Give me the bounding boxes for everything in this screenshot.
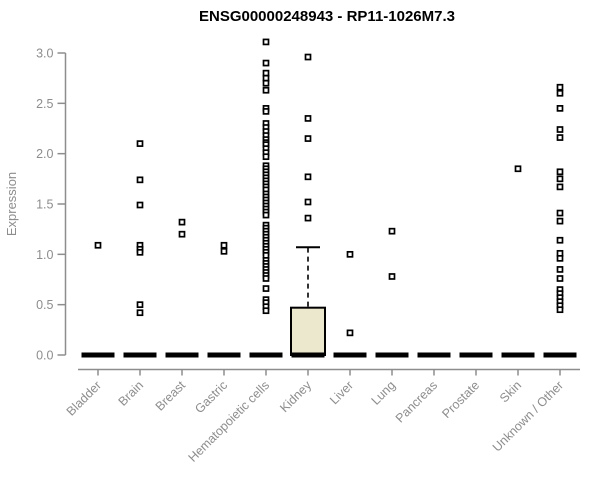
outlier-point bbox=[556, 306, 564, 314]
x-category-label: Skin bbox=[497, 378, 524, 405]
median-dash bbox=[459, 352, 493, 358]
outlier-point bbox=[262, 275, 270, 282]
outlier-point bbox=[262, 38, 270, 46]
x-category-label: Liver bbox=[327, 378, 356, 407]
outlier-point bbox=[556, 217, 564, 225]
median-dash bbox=[81, 352, 115, 358]
outlier-point bbox=[304, 115, 312, 122]
outlier-point bbox=[556, 134, 564, 141]
median-dash bbox=[375, 352, 409, 358]
median-dash bbox=[123, 352, 157, 358]
box-kidney bbox=[290, 306, 326, 357]
outlier-point bbox=[136, 248, 144, 256]
outlier-point bbox=[304, 135, 312, 142]
outlier-point bbox=[556, 209, 564, 217]
outlier-point bbox=[556, 168, 564, 176]
y-tick-label: 2.5 bbox=[36, 97, 53, 111]
outlier-point bbox=[136, 309, 144, 317]
outlier-point bbox=[346, 329, 354, 337]
outlier-point bbox=[262, 86, 270, 94]
outlier-point bbox=[178, 230, 186, 238]
outlier-point bbox=[304, 53, 312, 61]
y-axis-title: Expression bbox=[4, 172, 19, 236]
outlier-point bbox=[178, 218, 186, 226]
outlier-point bbox=[556, 126, 564, 133]
chart-title: ENSG00000248943 - RP11-1026M7.3 bbox=[199, 8, 455, 25]
x-category-label: Prostate bbox=[439, 378, 482, 421]
outlier-point bbox=[94, 241, 102, 249]
median-dash bbox=[543, 352, 577, 358]
y-tick-label: 2.0 bbox=[36, 147, 53, 161]
outlier-point bbox=[304, 173, 312, 181]
outlier-point bbox=[262, 211, 270, 219]
outlier-point bbox=[388, 273, 396, 280]
outlier-point bbox=[556, 105, 564, 112]
y-tick-label: 1.0 bbox=[36, 248, 53, 262]
x-category-label: Breast bbox=[153, 378, 189, 414]
y-tick-label: 3.0 bbox=[36, 47, 53, 61]
median-dash bbox=[417, 352, 451, 358]
outlier-point bbox=[262, 79, 270, 87]
outlier-point bbox=[556, 255, 564, 262]
outlier-point bbox=[136, 301, 144, 309]
outlier-point bbox=[388, 227, 396, 235]
median-dash bbox=[333, 352, 367, 358]
median-dash bbox=[207, 352, 241, 358]
outlier-point bbox=[262, 59, 270, 67]
outlier-point bbox=[262, 153, 270, 161]
y-tick-label: 0.0 bbox=[36, 349, 53, 363]
median-dash bbox=[291, 352, 325, 358]
outlier-point bbox=[556, 183, 564, 191]
outlier-point bbox=[262, 108, 270, 115]
y-tick-label: 0.5 bbox=[36, 298, 53, 312]
median-dash bbox=[165, 352, 199, 358]
outlier-point bbox=[262, 307, 270, 315]
x-category-label: Brain bbox=[116, 378, 147, 409]
x-category-label: Hematopoietic cells bbox=[186, 378, 273, 465]
outlier-point bbox=[136, 140, 144, 147]
x-category-label: Unknown / Other bbox=[490, 378, 566, 454]
outlier-point bbox=[262, 285, 270, 292]
outlier-point bbox=[136, 176, 144, 184]
plot-area: 0.0 0.5 1.0 1.5 2.0 2.5 3.0 Bladder Brain Breast G… bbox=[36, 38, 580, 465]
outlier-point bbox=[304, 214, 312, 222]
median-dash bbox=[501, 352, 535, 358]
outlier-point bbox=[556, 83, 564, 91]
x-category-label: Bladder bbox=[64, 378, 104, 418]
outlier-point bbox=[136, 201, 144, 209]
y-tick-label: 1.5 bbox=[36, 198, 53, 212]
x-category-label: Gastric bbox=[192, 378, 230, 416]
outlier-point bbox=[556, 236, 564, 244]
x-category-label: Kidney bbox=[277, 378, 314, 415]
outlier-point bbox=[220, 241, 228, 249]
outlier-point bbox=[556, 175, 564, 183]
x-category-label: Pancreas bbox=[393, 378, 440, 425]
outlier-point bbox=[556, 266, 564, 273]
outlier-point bbox=[304, 198, 312, 206]
outlier-point bbox=[220, 247, 228, 255]
outlier-point bbox=[556, 275, 564, 282]
median-dash bbox=[249, 352, 283, 358]
outlier-point bbox=[514, 165, 522, 173]
x-category-label: Lung bbox=[369, 378, 399, 408]
outlier-point bbox=[556, 89, 564, 97]
outlier-point bbox=[346, 250, 354, 258]
